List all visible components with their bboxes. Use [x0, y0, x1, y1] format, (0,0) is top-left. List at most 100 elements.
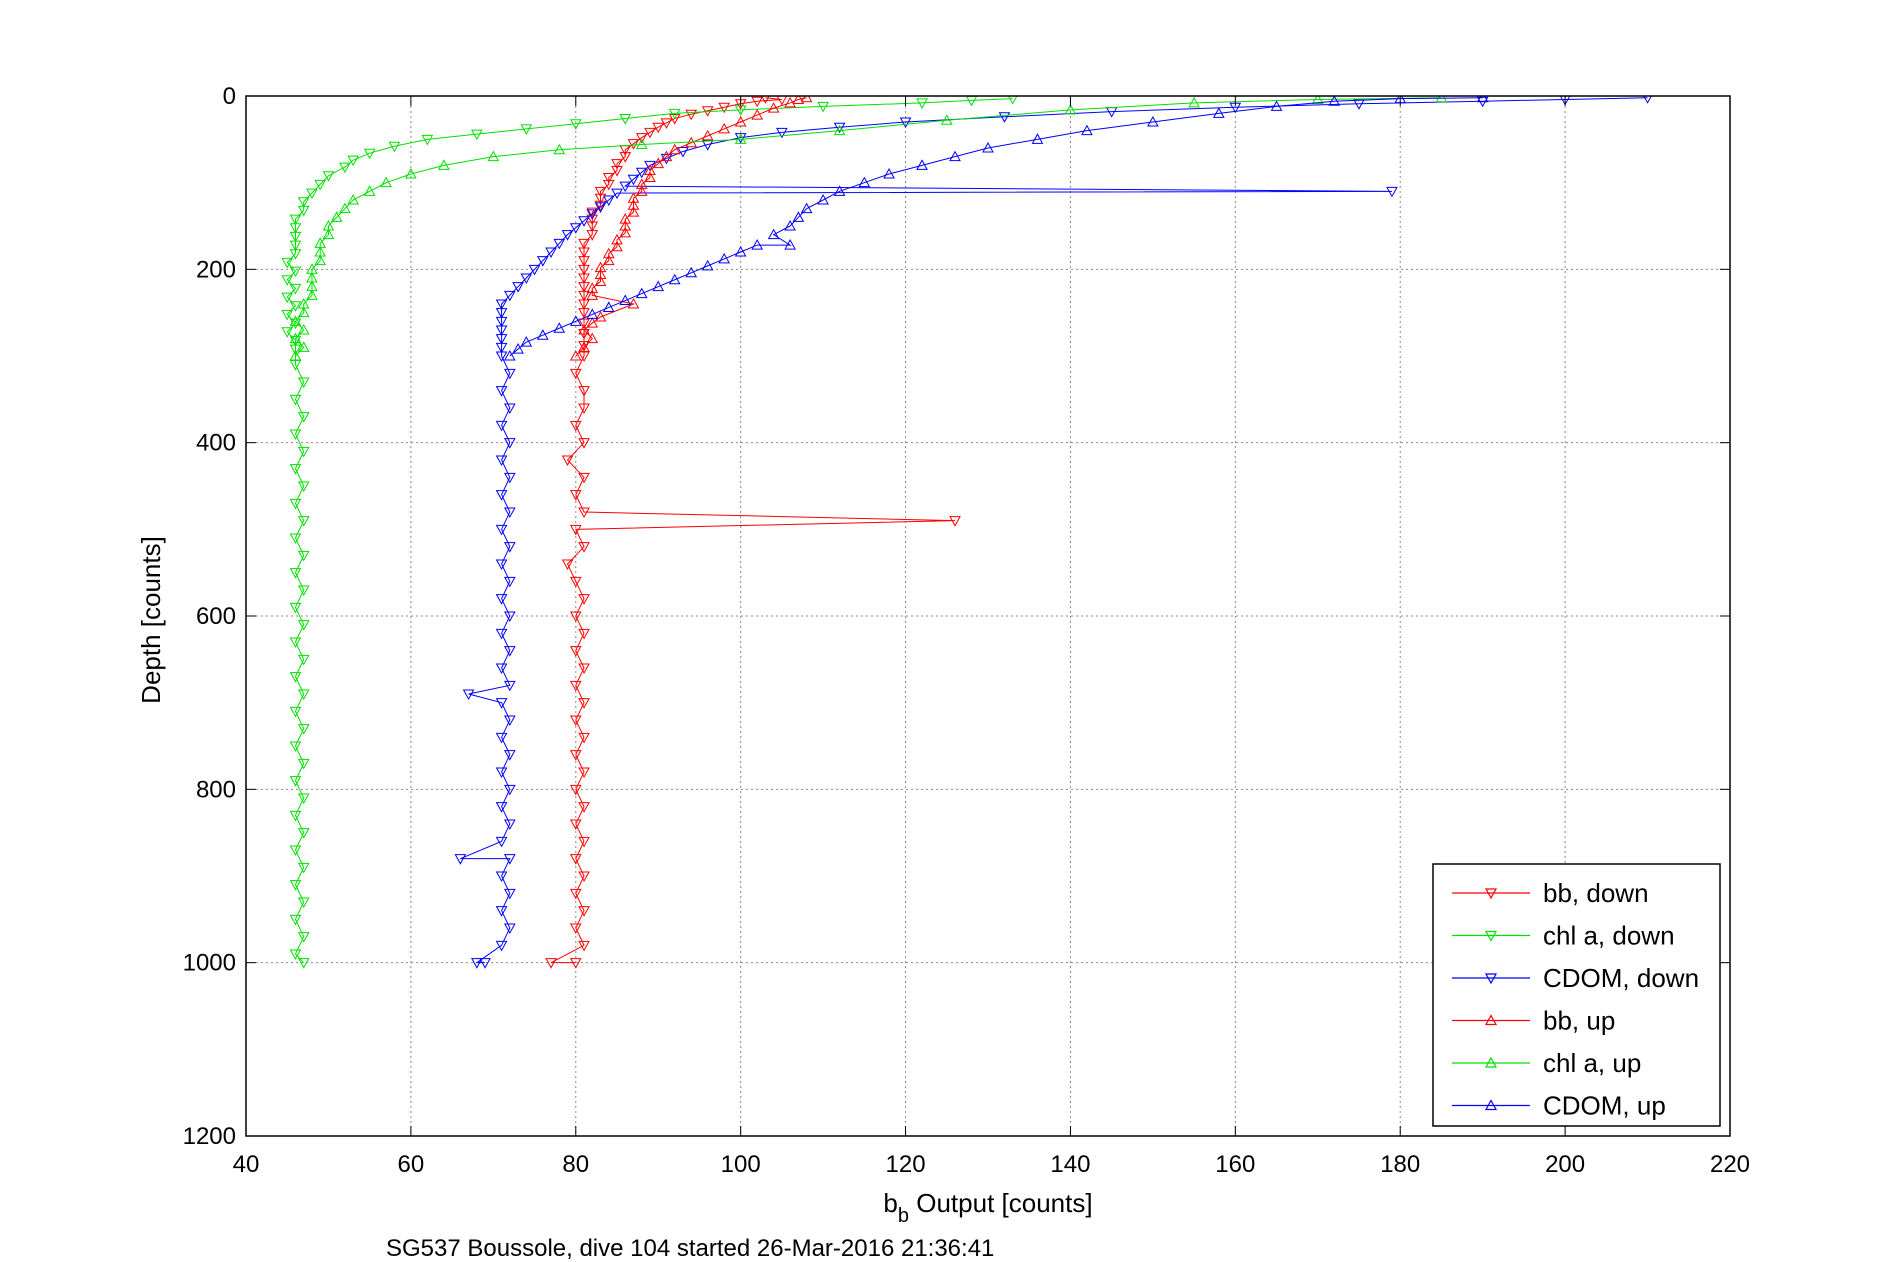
- data-point: [289, 533, 302, 545]
- data-point: [578, 323, 590, 335]
- data-point: [611, 188, 623, 200]
- data-point: [479, 958, 491, 969]
- data-point: [668, 108, 681, 120]
- data-point: [1064, 103, 1077, 115]
- data-point: [569, 888, 582, 900]
- data-point: [569, 490, 582, 501]
- data-point: [289, 301, 302, 312]
- data-point: [767, 102, 780, 113]
- data-point: [289, 332, 302, 344]
- data-point: [602, 254, 615, 266]
- data-point: [578, 256, 590, 267]
- data-point: [578, 264, 590, 276]
- data-point: [495, 316, 508, 328]
- data-point: [611, 166, 623, 177]
- y-tick-label: 0: [223, 83, 236, 110]
- data-point: [578, 802, 590, 813]
- data-point: [454, 854, 467, 865]
- data-point: [627, 297, 640, 309]
- data-point: [569, 119, 582, 130]
- data-point: [701, 140, 714, 151]
- data-point: [627, 199, 640, 210]
- y-tick-label: 1200: [183, 1123, 236, 1150]
- data-point: [718, 102, 731, 114]
- data-point: [627, 206, 640, 217]
- data-point: [289, 283, 302, 295]
- data-point: [668, 114, 681, 125]
- data-point: [495, 342, 508, 354]
- data-point: [289, 231, 302, 243]
- data-point: [858, 176, 871, 188]
- data-point: [800, 96, 813, 103]
- data-point: [578, 472, 590, 484]
- data-point: [421, 134, 434, 146]
- legend-marker: [1484, 930, 1498, 942]
- data-point: [578, 386, 590, 397]
- data-point: [503, 750, 516, 761]
- data-point: [1188, 96, 1200, 108]
- data-point: [652, 280, 665, 292]
- data-point: [627, 174, 640, 186]
- data-point: [578, 351, 590, 363]
- data-point: [578, 308, 590, 319]
- data-point: [347, 193, 360, 205]
- data-point: [644, 171, 656, 182]
- data-point: [503, 438, 516, 449]
- x-tick-label: 100: [721, 1151, 761, 1178]
- data-point: [289, 315, 302, 326]
- data-point: [586, 230, 599, 241]
- data-point: [289, 845, 302, 857]
- data-point: [594, 261, 607, 273]
- x-axis-label: bb Output [counts]: [883, 1188, 1092, 1227]
- data-point: [314, 237, 327, 248]
- legend-marker: [1484, 1099, 1498, 1111]
- data-point: [545, 958, 557, 969]
- data-point: [306, 280, 318, 292]
- data-point: [998, 112, 1011, 123]
- data-point: [297, 481, 310, 493]
- data-point: [586, 289, 599, 300]
- legend-label: bb, down: [1543, 878, 1649, 908]
- data-point: [281, 275, 294, 286]
- data-point: [545, 247, 557, 259]
- data-point: [1212, 107, 1225, 118]
- data-point: [281, 327, 294, 338]
- data-point: [520, 336, 533, 347]
- data-point: [982, 141, 994, 153]
- data-point: [644, 164, 656, 176]
- data-point: [586, 282, 599, 293]
- data-point: [602, 172, 615, 184]
- data-point: [767, 228, 780, 240]
- data-point: [578, 542, 590, 553]
- data-point: [660, 118, 673, 129]
- data-point: [289, 637, 302, 649]
- data-point: [503, 290, 516, 302]
- data-point: [495, 524, 508, 536]
- legend-box: [1432, 863, 1721, 1127]
- data-point: [289, 706, 302, 718]
- data-point: [569, 784, 582, 796]
- data-point: [495, 836, 508, 848]
- series-line: [575, 97, 807, 357]
- data-point: [339, 162, 351, 174]
- data-point: [611, 240, 623, 252]
- data-point: [792, 96, 805, 104]
- data-point: [685, 109, 698, 121]
- data-point: [668, 143, 681, 155]
- x-tick-label: 220: [1710, 1151, 1750, 1178]
- data-point: [718, 252, 731, 264]
- data-point: [701, 259, 714, 271]
- data-point: [380, 176, 393, 188]
- series-0: [545, 96, 961, 969]
- data-point: [470, 958, 483, 969]
- data-point: [594, 193, 607, 205]
- data-point: [495, 334, 508, 345]
- data-point: [314, 254, 327, 266]
- data-point: [1270, 100, 1283, 111]
- data-point: [503, 349, 516, 361]
- data-point: [833, 122, 846, 134]
- data-point: [652, 122, 665, 134]
- data-point: [578, 282, 590, 293]
- data-point: [644, 160, 656, 172]
- legend-label: CDOM, up: [1543, 1091, 1666, 1121]
